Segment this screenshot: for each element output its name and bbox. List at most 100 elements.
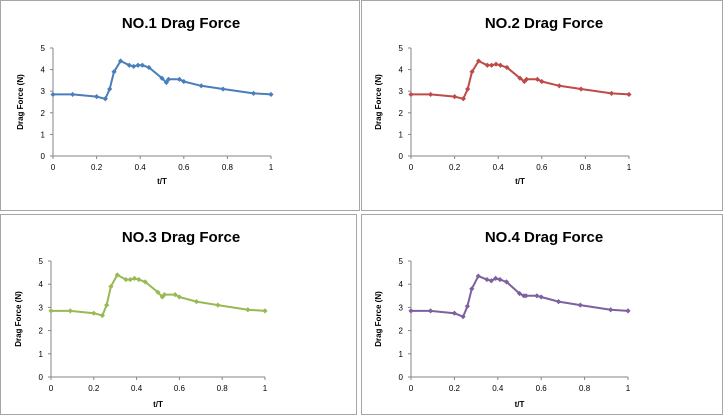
y-tick-label: 2 <box>41 109 46 118</box>
data-point <box>451 310 457 316</box>
data-point <box>176 76 183 82</box>
data-point <box>539 78 545 85</box>
data-point <box>489 62 495 68</box>
data-point <box>497 276 503 283</box>
data-point <box>127 276 133 283</box>
data-point <box>517 75 523 81</box>
x-tick-label: 0 <box>409 163 414 172</box>
data-point <box>67 308 73 314</box>
x-tick-label: 0.6 <box>536 384 548 393</box>
y-axis-label: Drag Force (N) <box>14 291 23 347</box>
x-tick-label: 0.8 <box>217 384 229 393</box>
data-point <box>484 276 490 283</box>
data-point <box>135 62 141 68</box>
data-point <box>578 86 584 92</box>
data-point <box>577 302 583 308</box>
x-tick-label: 0.6 <box>536 163 548 172</box>
x-tick-label: 0.2 <box>91 163 103 172</box>
data-point <box>193 299 200 305</box>
x-tick-label: 0.4 <box>493 163 505 172</box>
data-point <box>126 62 132 68</box>
y-tick-label: 5 <box>399 44 404 53</box>
y-tick-label: 4 <box>39 280 44 289</box>
data-point <box>408 91 414 98</box>
data-point <box>608 307 614 313</box>
data-point <box>94 94 100 100</box>
chart-svg-no3: NO.3 Drag Force 0 1 2 3 4 5 0 0.2 0.4 0.6 0.8 1 t/T Dr… <box>14 229 268 409</box>
y-tick-label: 4 <box>399 66 404 75</box>
x-tick-label: 0.8 <box>580 163 592 172</box>
data-point <box>155 289 161 295</box>
data-point <box>268 91 274 98</box>
chart-svg-no2: NO.2 Drag Force 0 1 2 3 4 5 0 0.2 0.4 0.6 0.8 1 t/T Dr… <box>374 15 632 186</box>
data-point <box>497 62 503 68</box>
data-point <box>181 78 187 85</box>
x-tick-label: 0.8 <box>222 163 234 172</box>
y-tick-label: 3 <box>39 303 44 312</box>
data-point <box>198 83 204 89</box>
y-tick-label: 1 <box>41 130 46 139</box>
data-point <box>625 308 631 314</box>
chart-svg-no1: NO.1 Drag Force 0 1 2 3 4 5 0 0.2 0.4 0.6 0.8 1 t/T Dr… <box>16 15 274 186</box>
chart-title: NO.4 Drag Force <box>485 229 603 246</box>
data-point <box>503 279 510 285</box>
series-line <box>51 273 266 317</box>
y-tick-label: 3 <box>399 87 404 96</box>
data-point <box>131 275 138 281</box>
data-point <box>111 69 117 75</box>
chart-title: NO.1 Drag Force <box>122 15 240 32</box>
y-tick-label: 4 <box>41 66 46 75</box>
y-tick-label: 1 <box>399 350 404 359</box>
data-point <box>117 58 124 64</box>
x-tick-label: 1 <box>627 163 632 172</box>
data-point <box>163 79 169 86</box>
x-tick-label: 0.4 <box>492 384 504 393</box>
y-axis-label: Drag Force (N) <box>16 74 25 130</box>
data-point <box>493 61 499 67</box>
x-tick-label: 0.2 <box>88 384 100 393</box>
y-tick-label: 0 <box>399 152 404 161</box>
data-point <box>250 90 257 96</box>
data-point <box>48 308 54 314</box>
data-point <box>534 293 540 299</box>
data-point <box>50 91 56 98</box>
data-point <box>262 308 268 314</box>
x-tick-label: 0.2 <box>449 384 461 393</box>
chart-panel-no2: NO.2 Drag Force 0 1 2 3 4 5 0 0.2 0.4 0.6 0.8 1 t/T Dr… <box>361 0 723 211</box>
x-tick-label: 1 <box>626 384 631 393</box>
data-point <box>556 83 562 89</box>
y-tick-label: 0 <box>39 373 44 382</box>
y-tick-label: 3 <box>41 87 46 96</box>
x-tick-label: 0.6 <box>178 163 190 172</box>
series-line <box>411 275 629 318</box>
chart-svg-no4: NO.4 Drag Force 0 1 2 3 4 5 0 0.2 0.4 0.6 0.8 1 t/T Dr… <box>374 229 631 409</box>
data-point <box>555 299 562 305</box>
y-tick-label: 2 <box>399 109 404 118</box>
data-point <box>521 78 527 85</box>
x-tick-label: 0.4 <box>135 163 147 172</box>
data-point <box>427 308 434 314</box>
data-point <box>245 307 251 313</box>
y-tick-label: 3 <box>399 303 404 312</box>
data-point <box>142 279 148 285</box>
x-tick-label: 1 <box>269 163 274 172</box>
y-tick-label: 1 <box>399 130 404 139</box>
data-point <box>102 96 108 102</box>
x-tick-label: 0.4 <box>131 384 143 393</box>
chart-title: NO.3 Drag Force <box>122 229 240 246</box>
data-point <box>91 310 97 316</box>
data-point <box>215 302 221 308</box>
y-axis-label: Drag Force (N) <box>374 291 383 347</box>
data-point <box>107 86 113 92</box>
x-tick-label: 0.2 <box>449 163 461 172</box>
chart-panel-no1: NO.1 Drag Force 0 1 2 3 4 5 0 0.2 0.4 0.6 0.8 1 t/T Dr… <box>0 0 360 211</box>
data-point <box>146 64 152 71</box>
x-axis-label: t/T <box>515 400 525 409</box>
data-point <box>123 276 129 283</box>
y-tick-label: 2 <box>399 327 404 336</box>
data-point <box>136 276 142 283</box>
data-point <box>159 75 165 81</box>
x-tick-label: 0.8 <box>579 384 591 393</box>
data-point <box>70 91 76 98</box>
x-tick-label: 0 <box>51 163 56 172</box>
